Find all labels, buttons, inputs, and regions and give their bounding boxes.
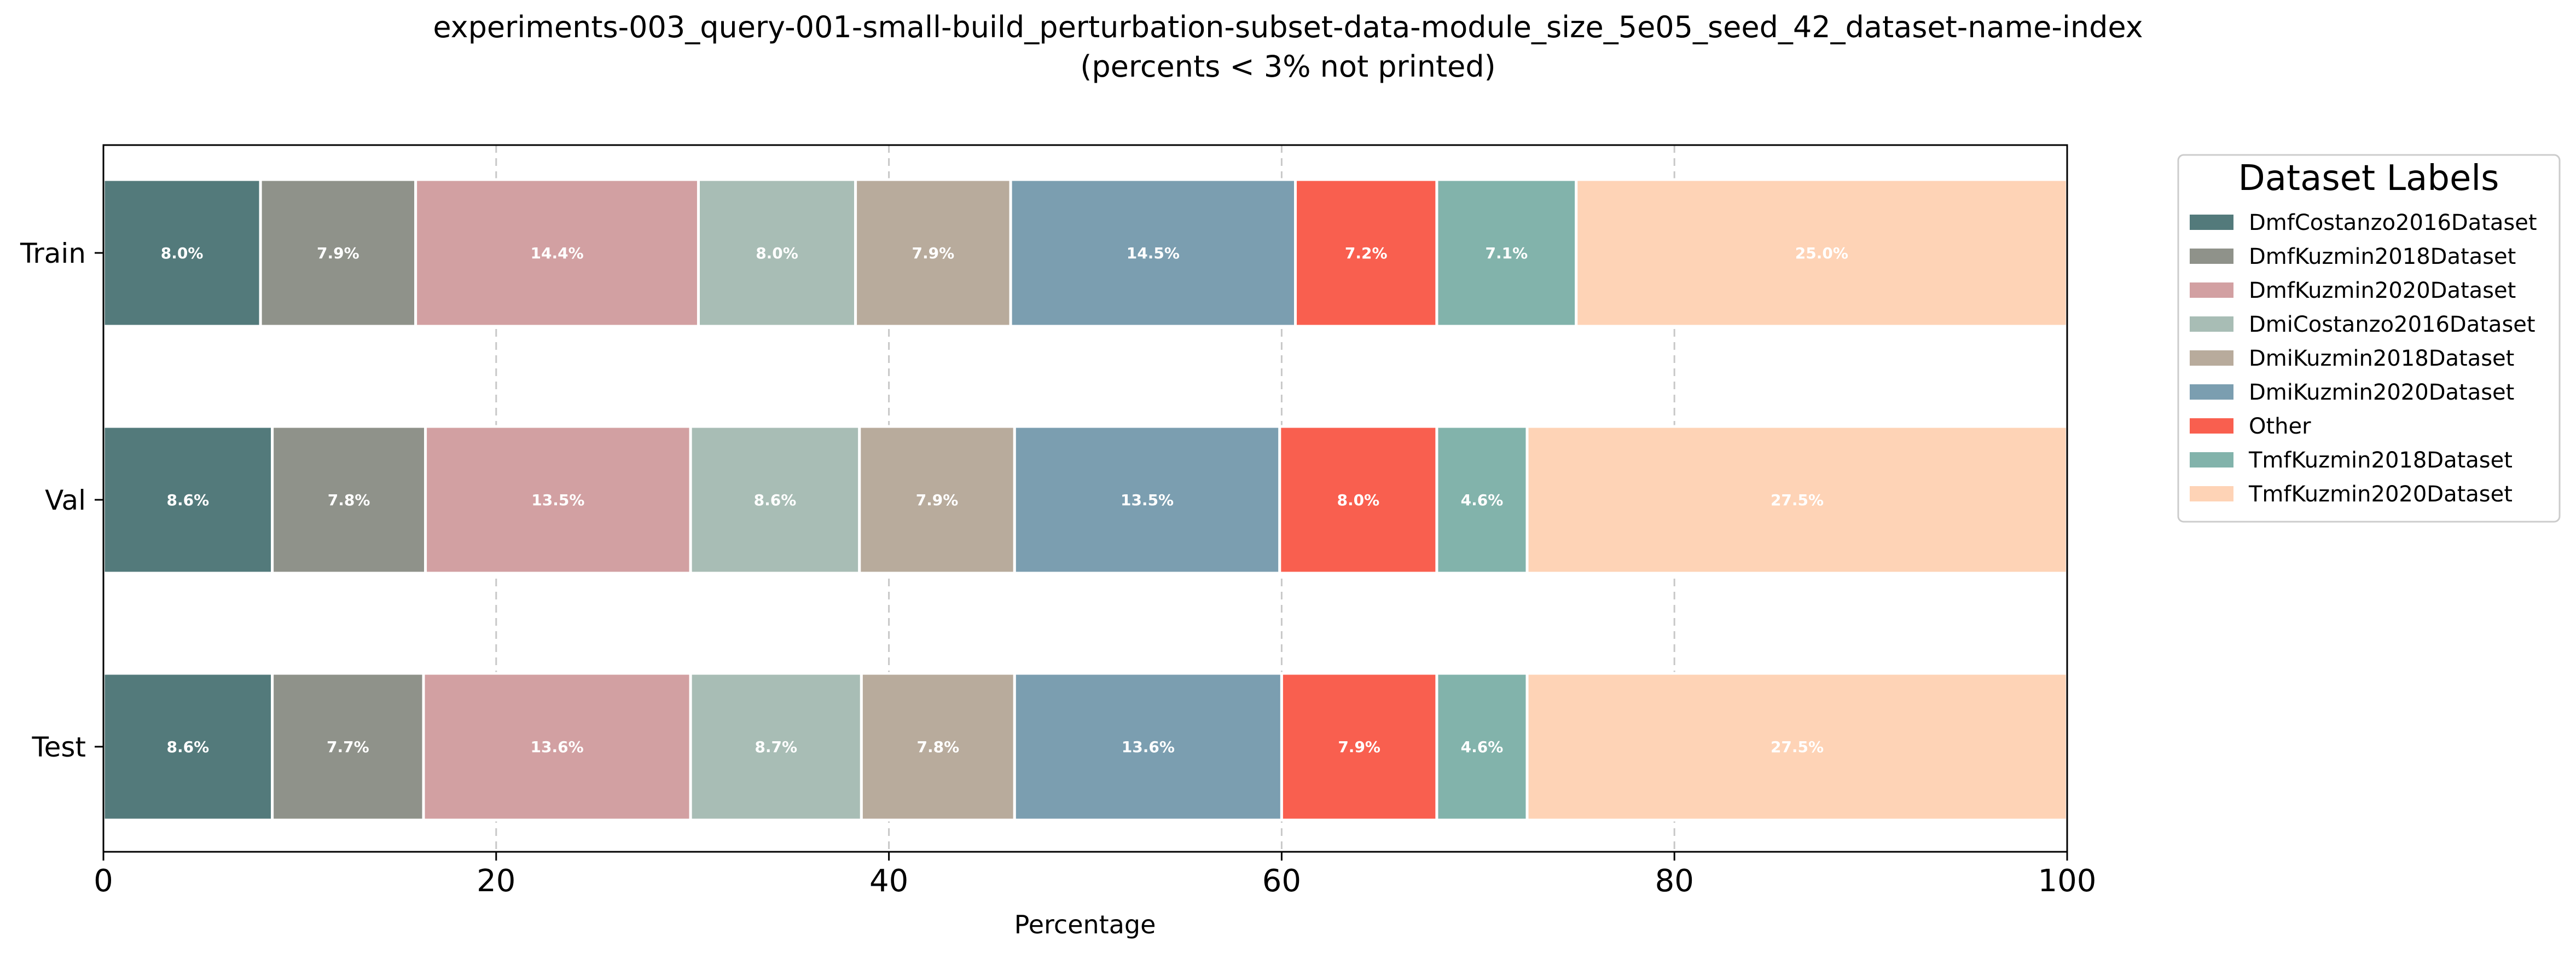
bar-value-label: 27.5% xyxy=(1771,738,1824,756)
legend-items: DmfCostanzo2016Dataset DmfKuzmin2018Datas… xyxy=(2190,210,2537,507)
bar-segment xyxy=(414,178,700,328)
legend-item-label: DmfKuzmin2020Dataset xyxy=(2249,278,2516,303)
bar-segment xyxy=(1278,425,1438,575)
legend: Dataset Labels DmfCostanzo2016DatasetDmf… xyxy=(2177,154,2561,523)
x-axis: 0 20 40 60 80 100 xyxy=(94,852,2096,899)
bar-segment xyxy=(689,672,863,822)
x-axis-label: Percentage xyxy=(1014,910,1156,939)
x-tick-label: 20 xyxy=(477,863,515,899)
bar-value-labels: 8.0% 7.9% 14.4% 8.0% 7.9% 14.5% 7.2% 7.1% 25.0% 8… xyxy=(161,244,1848,756)
y-axis: Train Val Test xyxy=(20,238,103,763)
bar-segment xyxy=(860,672,1016,822)
bar-value-label: 13.5% xyxy=(1121,491,1174,509)
bar-segment xyxy=(102,178,262,328)
chart-subtitle: (percents < 3% not printed) xyxy=(1080,49,1495,84)
bar-segment xyxy=(102,672,274,822)
bar-value-label: 8.6% xyxy=(754,491,797,509)
bar-value-label: 7.9% xyxy=(317,244,359,262)
legend-item-label: TmfKuzmin2020Dataset xyxy=(2248,482,2513,507)
bar-segment xyxy=(1525,425,2069,575)
bar-segment xyxy=(1280,672,1438,822)
x-tick-label: 80 xyxy=(1655,863,1694,899)
bar-value-label: 7.8% xyxy=(328,491,370,509)
bar-value-label: 7.7% xyxy=(327,738,369,756)
y-tick-label: Train xyxy=(20,238,86,269)
legend-swatch xyxy=(2190,452,2233,468)
y-tick-label: Val xyxy=(45,484,86,516)
bar-value-label: 25.0% xyxy=(1795,244,1848,262)
bar-value-label: 4.6% xyxy=(1461,491,1504,509)
x-tick-label: 60 xyxy=(1262,863,1301,899)
legend-item-label: Other xyxy=(2249,414,2311,439)
legend-item-label: DmfCostanzo2016Dataset xyxy=(2249,210,2537,235)
bar-value-label: 8.0% xyxy=(161,244,204,262)
legend-item-label: DmiKuzmin2018Dataset xyxy=(2249,346,2514,371)
legend-swatch xyxy=(2190,418,2233,434)
bar-segment xyxy=(424,425,692,575)
chart-title: experiments-003_query-001-small-build_pe… xyxy=(433,10,2143,44)
x-tick-label: 40 xyxy=(869,863,908,899)
legend-item-label: TmfKuzmin2018Dataset xyxy=(2248,448,2513,473)
legend-swatch xyxy=(2190,486,2233,501)
bars xyxy=(102,178,2069,822)
legend-item-label: DmiCostanzo2016Dataset xyxy=(2249,312,2536,337)
legend-frame xyxy=(2177,154,2561,523)
bar-value-label: 7.9% xyxy=(1338,738,1380,756)
bar-value-label: 8.6% xyxy=(166,738,209,756)
bar-segment xyxy=(259,178,417,328)
bar-segment xyxy=(1435,178,1578,328)
bar-value-label: 4.6% xyxy=(1461,738,1504,756)
bar-value-label: 7.2% xyxy=(1345,244,1388,262)
bar-value-label: 8.0% xyxy=(756,244,798,262)
bar-value-label: 13.6% xyxy=(530,738,583,756)
bar-value-label: 8.7% xyxy=(755,738,797,756)
legend-item-label: DmiKuzmin2020Dataset xyxy=(2249,380,2514,405)
bar-segment xyxy=(1294,178,1438,328)
x-tick-label: 0 xyxy=(94,863,113,899)
bar-segment xyxy=(271,672,425,822)
bar-value-label: 13.5% xyxy=(531,491,584,509)
bar-value-label: 14.4% xyxy=(530,244,583,262)
bar-value-label: 8.6% xyxy=(166,491,209,509)
bar-value-label: 7.9% xyxy=(916,491,959,509)
bar-value-label: 7.1% xyxy=(1486,244,1528,262)
bar-segment xyxy=(689,425,861,575)
bar-segment xyxy=(422,672,692,822)
bar-segment xyxy=(1525,672,2069,822)
bar-value-label: 7.9% xyxy=(912,244,955,262)
bar-value-label: 13.6% xyxy=(1122,738,1175,756)
bar-segment xyxy=(1009,178,1297,328)
y-tick-label: Test xyxy=(32,731,86,763)
legend-item-label: DmfKuzmin2018Dataset xyxy=(2249,244,2516,269)
bar-segment xyxy=(1435,425,1529,575)
plot-frame xyxy=(102,144,2068,853)
bar-segment xyxy=(858,425,1016,575)
legend-swatch xyxy=(2190,384,2233,400)
legend-swatch xyxy=(2190,350,2233,366)
legend-title: Dataset Labels xyxy=(2238,158,2499,199)
legend-swatch xyxy=(2190,215,2233,230)
legend-swatch xyxy=(2190,282,2233,298)
bar-segment xyxy=(102,425,274,575)
bar-value-label: 8.0% xyxy=(1337,491,1380,509)
bar-value-label: 7.8% xyxy=(916,738,959,756)
x-tick-label: 100 xyxy=(2038,863,2097,899)
bar-value-label: 27.5% xyxy=(1771,491,1824,509)
bar-segment xyxy=(1575,178,2069,328)
bar-segment xyxy=(854,178,1012,328)
legend-swatch xyxy=(2190,249,2233,264)
bar-value-label: 14.5% xyxy=(1127,244,1180,262)
legend-swatch xyxy=(2190,316,2233,332)
